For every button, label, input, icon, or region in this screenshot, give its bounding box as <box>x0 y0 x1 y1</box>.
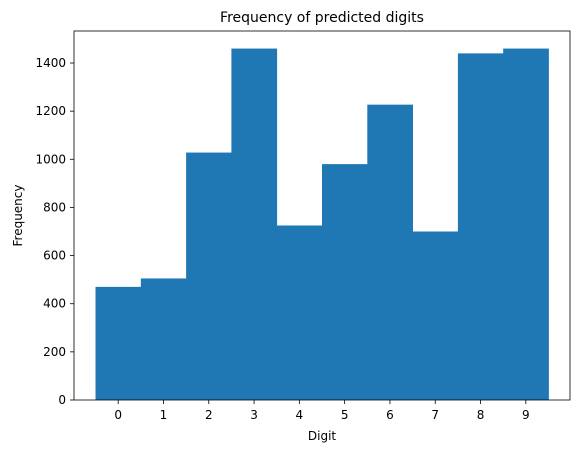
bar-digit-0 <box>95 286 142 400</box>
y-tick-label: 1000 <box>35 152 66 166</box>
x-tick-label: 7 <box>431 408 439 422</box>
x-tick-label: 4 <box>296 408 304 422</box>
bar-digit-8 <box>457 53 504 400</box>
y-tick-label: 1400 <box>35 56 66 70</box>
bar-digit-5 <box>322 164 368 400</box>
x-tick-label: 5 <box>341 408 349 422</box>
x-axis-label: Digit <box>308 429 337 443</box>
y-axis-ticks: 0 200 400 600 800 1000 1200 1400 <box>35 56 74 407</box>
chart-title: Frequency of predicted digits <box>220 10 424 26</box>
y-tick-label: 600 <box>43 249 66 263</box>
bars-group <box>95 48 549 400</box>
y-tick-label: 1200 <box>35 104 66 118</box>
y-axis-label: Frequency <box>11 185 25 247</box>
x-tick-label: 1 <box>160 408 168 422</box>
y-tick-label: 0 <box>58 393 66 407</box>
bar-digit-7 <box>412 231 459 400</box>
bar-digit-3 <box>231 48 278 400</box>
y-tick-label: 200 <box>43 345 66 359</box>
x-tick-label: 3 <box>250 408 258 422</box>
x-tick-label: 6 <box>386 408 394 422</box>
bar-digit-6 <box>367 104 413 400</box>
x-tick-label: 9 <box>522 408 530 422</box>
x-axis-ticks: 0 1 2 3 4 5 6 7 8 9 <box>114 400 530 422</box>
y-tick-label: 800 <box>43 200 66 214</box>
bar-digit-1 <box>140 278 187 400</box>
plot-frame <box>73 30 571 401</box>
x-tick-label: 0 <box>114 408 122 422</box>
bar-digit-4 <box>276 225 323 400</box>
x-tick-label: 2 <box>205 408 213 422</box>
bar-digit-9 <box>503 48 549 400</box>
bar-digit-2 <box>186 152 232 400</box>
x-tick-label: 8 <box>477 408 485 422</box>
y-tick-label: 400 <box>43 297 66 311</box>
